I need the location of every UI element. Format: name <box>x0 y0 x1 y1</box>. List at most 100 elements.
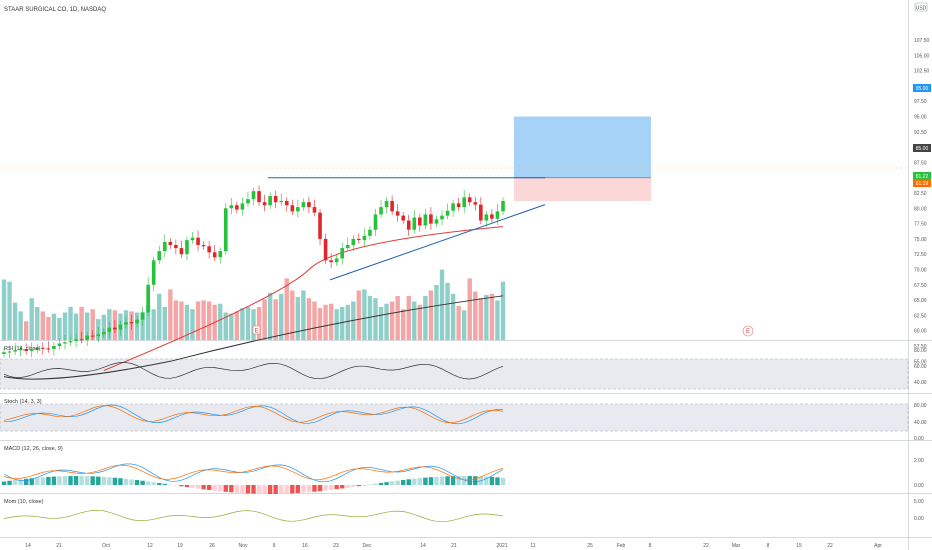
candle-body <box>273 196 278 203</box>
volume-bar <box>184 304 190 340</box>
candle-body <box>368 229 372 236</box>
rsi-band <box>0 358 909 390</box>
macd-histogram-bar <box>301 485 306 493</box>
mom-title: Mom (10, close) <box>4 499 44 505</box>
macd-histogram-bar <box>284 485 289 494</box>
volume-bar <box>284 278 289 340</box>
stoch-band <box>0 403 909 432</box>
time-tick: 22 <box>703 543 709 549</box>
svg-text:60.00: 60.00 <box>914 364 927 370</box>
macd-histogram-bar <box>473 476 478 485</box>
candle-body <box>201 245 206 247</box>
macd-histogram-bar <box>123 478 129 485</box>
volume-bar <box>12 302 18 340</box>
candle-body <box>218 251 223 258</box>
macd-histogram-bar <box>251 485 256 494</box>
macd-title: MACD (12, 26, close, 9) <box>4 446 63 452</box>
candle-body <box>107 327 112 332</box>
svg-text:95.00: 95.00 <box>916 86 929 92</box>
macd-histogram-bar <box>190 485 195 488</box>
macd-histogram-bar <box>384 482 389 485</box>
volume-bar <box>445 282 450 340</box>
time-tick: Apr <box>874 543 882 549</box>
stoch-axis: 80.00 40.00 0.00 <box>914 403 927 442</box>
macd-histogram-bar <box>184 485 190 488</box>
macd-histogram-bar <box>351 485 356 487</box>
candle-body <box>46 348 51 350</box>
macd-histogram-bar <box>445 476 450 485</box>
macd-histogram-bar <box>312 485 317 492</box>
volume-bar <box>467 278 472 340</box>
time-axis[interactable]: 14 21 Oct 12 19 26 Nov 9 16 23 Dec 14 21 2021 11 25 Feb 8… <box>25 543 882 549</box>
volume-bar <box>245 307 251 340</box>
svg-text:E: E <box>746 329 750 335</box>
indicator-lines <box>1 362 506 523</box>
volume-bar <box>140 312 145 340</box>
volume-bar <box>46 316 51 340</box>
volume-bar <box>423 296 428 340</box>
price-tick: 67.50 <box>914 283 927 289</box>
svg-text:0.00: 0.00 <box>914 483 924 489</box>
candle-body <box>412 217 417 230</box>
macd-histogram-bar <box>340 485 345 489</box>
candle-body <box>251 191 256 200</box>
macd-histogram-bar <box>256 485 262 494</box>
candle-body <box>268 196 272 206</box>
candle-body <box>52 346 56 350</box>
ma-fast-line <box>103 226 504 371</box>
time-tick: 8 <box>649 543 652 549</box>
macd-histogram-bar <box>218 485 223 492</box>
macd-histogram-bar <box>7 480 12 485</box>
price-tag-alt: 81.19 <box>913 179 931 187</box>
candle-body <box>124 322 128 325</box>
candle-body <box>301 202 306 208</box>
candle-body <box>157 251 162 261</box>
time-tick: 14 <box>420 543 426 549</box>
earnings-marker-future[interactable]: E <box>742 325 754 337</box>
candlesticks <box>2 185 505 359</box>
macd-histogram-bar <box>323 485 328 491</box>
price-tick: 87.50 <box>914 160 927 166</box>
candle-body <box>35 347 40 350</box>
candle-body <box>318 212 322 239</box>
macd-histogram-bar <box>68 476 73 485</box>
macd-histogram-bar <box>484 476 489 485</box>
candle-body <box>57 343 62 346</box>
volume-bar <box>218 303 223 340</box>
candle-body <box>312 207 317 213</box>
volume-bar <box>240 308 245 340</box>
volume-bar <box>51 313 57 340</box>
candle-body <box>179 248 184 255</box>
candle-body <box>140 312 145 320</box>
price-tick: 95.00 <box>914 115 927 121</box>
macd-histogram-bar <box>306 485 312 493</box>
candle-body <box>13 350 17 352</box>
candle-body <box>307 202 311 208</box>
time-tick: 8 <box>767 543 770 549</box>
volume-bar <box>384 303 389 340</box>
macd-histogram-bar <box>151 482 156 485</box>
currency-badge: USD <box>914 2 928 12</box>
earnings-marker-1[interactable]: E <box>252 325 261 335</box>
candle-body <box>79 339 84 341</box>
macd-histogram-bar <box>129 479 134 485</box>
volume-bar <box>79 307 84 340</box>
macd-histogram-bar <box>434 476 439 485</box>
candle-body <box>2 352 6 354</box>
macd-histogram-bar <box>356 485 362 487</box>
volume-bar <box>229 313 234 340</box>
macd-histogram-bar <box>495 477 500 485</box>
time-tick: 12 <box>147 543 153 549</box>
macd-histogram-bar <box>450 476 456 485</box>
macd-histogram-bar <box>62 476 68 485</box>
macd-histogram-bar <box>461 476 467 485</box>
volume-bar <box>279 293 284 340</box>
volume-bar <box>57 318 62 340</box>
volume-bar <box>173 300 179 340</box>
candle-body <box>329 260 333 263</box>
macd-histogram-bar <box>51 476 57 485</box>
candle-body <box>334 258 339 263</box>
time-tick: 23 <box>333 543 339 549</box>
volume-bar <box>461 310 467 340</box>
